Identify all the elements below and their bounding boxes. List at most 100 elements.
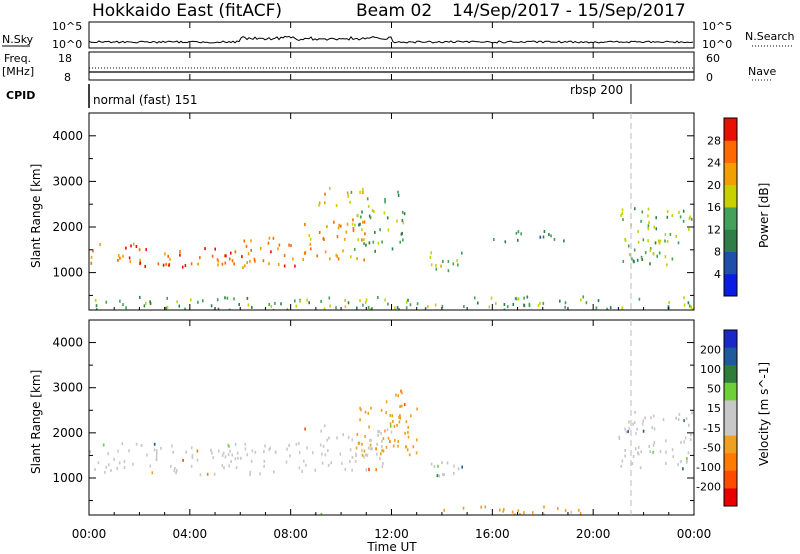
power-point: [268, 236, 271, 240]
velocity-point: [433, 465, 436, 469]
velocity-point: [359, 418, 361, 422]
velocity-point: [349, 460, 351, 463]
velocity-point: [503, 508, 505, 511]
power-point: [105, 300, 108, 304]
power-point: [671, 214, 674, 217]
velocity-point: [264, 444, 266, 448]
power-colorbar-tick: 12: [707, 223, 721, 236]
velocity-point: [341, 461, 343, 465]
power-colorbar-tick: 28: [707, 134, 721, 147]
nsky-trace: [88, 35, 694, 44]
velocity-point: [651, 426, 653, 430]
power-point: [267, 241, 270, 245]
velocity-point: [174, 467, 176, 470]
power-point: [407, 298, 409, 302]
power-point: [677, 241, 680, 245]
power-point: [259, 247, 262, 250]
power-point: [679, 215, 682, 219]
velocity-point: [375, 468, 377, 472]
power-point: [352, 218, 354, 222]
power-point: [318, 203, 320, 207]
ytick-label: 4000: [52, 336, 83, 350]
freq-label-1: Freq.: [4, 52, 31, 65]
power-point: [344, 305, 347, 309]
power-point: [633, 248, 636, 252]
velocity-colorbar: 200 100 50 15 -15 -50 -100 -200: [696, 329, 738, 507]
power-point: [633, 260, 635, 264]
power-point: [356, 257, 358, 261]
velocity-point: [441, 461, 443, 465]
velocity-colorbar-swatch: [724, 382, 737, 401]
velocity-point: [641, 422, 644, 426]
velocity-colorbar-label: Velocity [m s^-1]: [757, 362, 771, 466]
velocity-point: [361, 449, 363, 453]
velocity-colorbar-swatch: [724, 330, 737, 349]
power-point: [169, 257, 171, 261]
velocity-point: [224, 455, 227, 459]
power-point: [691, 308, 694, 310]
power-point: [346, 222, 349, 226]
velocity-point: [149, 464, 152, 468]
power-point: [447, 269, 450, 273]
power-point: [548, 233, 550, 237]
velocity-point: [443, 508, 445, 512]
power-point: [658, 251, 661, 255]
power-point: [324, 192, 326, 196]
velocity-point: [690, 433, 692, 437]
velocity-point: [437, 464, 439, 468]
power-point: [335, 204, 338, 207]
power-point: [637, 229, 639, 233]
power-point: [204, 247, 206, 251]
power-point: [288, 243, 290, 247]
power-point: [647, 239, 649, 243]
velocity-point: [234, 457, 237, 461]
velocity-point: [368, 468, 370, 472]
velocity-axes: 1000 2000 3000 4000: [52, 336, 694, 502]
velocity-point: [396, 423, 398, 427]
power-point: [139, 295, 141, 299]
velocity-point: [151, 471, 154, 475]
power-point: [138, 248, 141, 252]
power-point: [277, 263, 280, 266]
velocity-point: [196, 449, 199, 453]
velocity-point: [250, 459, 253, 463]
power-point: [553, 237, 556, 241]
velocity-point: [634, 410, 636, 414]
power-point: [374, 249, 376, 253]
power-colorbar-swatch: [724, 229, 737, 252]
power-point: [365, 243, 367, 247]
power-point: [647, 214, 649, 218]
power-point: [649, 262, 651, 266]
power-point: [582, 295, 584, 299]
velocity-point: [389, 422, 392, 426]
power-point: [295, 304, 298, 308]
velocity-point: [392, 420, 394, 423]
power-point: [323, 238, 325, 241]
velocity-colorbar-tick: -200: [696, 480, 721, 493]
power-point: [268, 303, 271, 306]
velocity-point: [677, 463, 679, 467]
power-point: [666, 240, 669, 243]
velocity-point: [170, 464, 172, 468]
ytick-label: 2000: [52, 426, 83, 440]
power-point: [176, 300, 178, 304]
power-colorbar-frame: [723, 117, 738, 297]
power-point: [217, 307, 220, 310]
power-point: [225, 254, 227, 258]
velocity-point: [116, 466, 118, 470]
velocity-colorbar-swatch: [724, 347, 737, 366]
power-point: [166, 305, 169, 309]
velocity-colorbar-swatch: [724, 435, 737, 454]
ytick-label: 3000: [52, 174, 83, 188]
xtick-label: 04:00: [173, 527, 208, 541]
velocity-point: [480, 505, 482, 509]
power-point: [664, 255, 667, 259]
power-point: [606, 307, 608, 310]
power-point: [397, 193, 400, 197]
power-point: [647, 224, 650, 228]
velocity-colorbar-swatch: [724, 400, 737, 419]
velocity-point: [110, 469, 112, 472]
power-point: [622, 218, 624, 222]
power-point: [396, 219, 398, 223]
power-point: [647, 227, 649, 231]
